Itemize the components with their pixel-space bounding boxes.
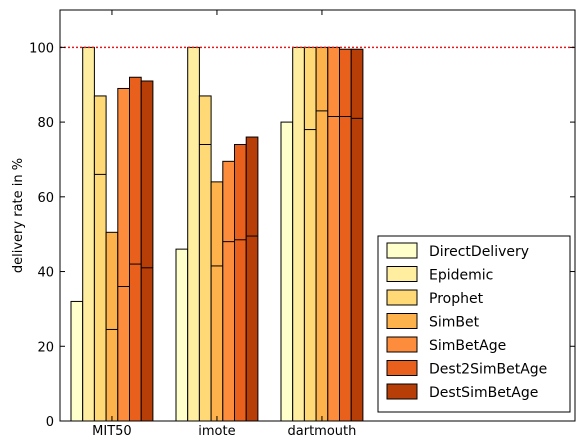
bar-DirectDelivery-imote bbox=[175, 248, 189, 422]
legend-label-DestSimBetAge: DestSimBetAge bbox=[429, 385, 538, 401]
y-tick-label-100: 100 bbox=[29, 41, 54, 56]
legend-swatch-SimBet bbox=[386, 313, 418, 329]
legend-label-Epidemic: Epidemic bbox=[429, 268, 493, 284]
legend-label-DirectDelivery: DirectDelivery bbox=[429, 244, 529, 260]
bar-Dest2SimBetAge-MIT50 bbox=[129, 76, 142, 422]
legend-swatch-Dest2SimBetAge bbox=[386, 360, 418, 376]
bars-group bbox=[70, 46, 364, 422]
plot-frame bbox=[59, 9, 576, 422]
legend-label-SimBetAge: SimBetAge bbox=[429, 338, 506, 354]
legend-label-Prophet: Prophet bbox=[429, 291, 484, 307]
x-tick-label-imote: imote bbox=[198, 424, 235, 436]
y-tick-label-40: 40 bbox=[37, 266, 54, 281]
bar-Prophet-MIT50 bbox=[93, 95, 107, 422]
bar-Epidemic-imote bbox=[187, 46, 200, 422]
y-axis-label: delivery rate in % bbox=[11, 158, 26, 273]
y-tick-label-80: 80 bbox=[37, 116, 54, 131]
bar-SimBet-dartmouth bbox=[315, 46, 329, 422]
legend-swatch-SimBetAge bbox=[386, 336, 418, 353]
y-tick-label-20: 20 bbox=[37, 340, 54, 355]
legend: DirectDelivery Epidemic Prophet SimBet SimBe… bbox=[377, 235, 571, 413]
bar-SimBetAge-imote bbox=[222, 160, 236, 422]
bar-DestSimBetAge-dartmouth bbox=[350, 48, 364, 422]
legend-label-SimBet: SimBet bbox=[429, 315, 480, 331]
bar-Epidemic-dartmouth bbox=[292, 46, 305, 422]
legend-swatch-Prophet bbox=[386, 289, 418, 306]
bar-DirectDelivery-MIT50 bbox=[70, 300, 84, 422]
x-tick-label-dartmouth: dartmouth bbox=[288, 424, 357, 436]
bar-Dest2SimBetAge-imote bbox=[234, 144, 247, 422]
bar-SimBetAge-MIT50 bbox=[117, 87, 131, 422]
bar-DirectDelivery-dartmouth bbox=[280, 121, 294, 422]
legend-swatch-DirectDelivery bbox=[386, 242, 418, 259]
legend-label-Dest2SimBetAge: Dest2SimBetAge bbox=[429, 362, 547, 378]
y-tick-label-0: 0 bbox=[46, 415, 54, 430]
bar-Epidemic-MIT50 bbox=[82, 46, 95, 422]
x-axis-ticks: MIT50 imote dartmouth bbox=[92, 10, 356, 436]
bar-DestSimBetAge-imote bbox=[245, 136, 259, 422]
bar-SimBetAge-dartmouth bbox=[327, 46, 340, 422]
bar-Dest2SimBetAge-dartmouth bbox=[339, 48, 352, 422]
bar-Prophet-dartmouth bbox=[303, 46, 317, 422]
y-axis-ticks: 0 20 40 60 80 100 bbox=[29, 41, 575, 430]
legend-swatch-DestSimBetAge bbox=[386, 383, 418, 400]
bar-SimBet-imote bbox=[210, 181, 224, 422]
legend-swatch-Epidemic bbox=[386, 266, 418, 282]
bar-SimBet-MIT50 bbox=[105, 231, 119, 422]
bar-DestSimBetAge-MIT50 bbox=[140, 80, 154, 422]
y-tick-label-60: 60 bbox=[37, 191, 54, 206]
x-tick-label-MIT50: MIT50 bbox=[92, 424, 132, 436]
